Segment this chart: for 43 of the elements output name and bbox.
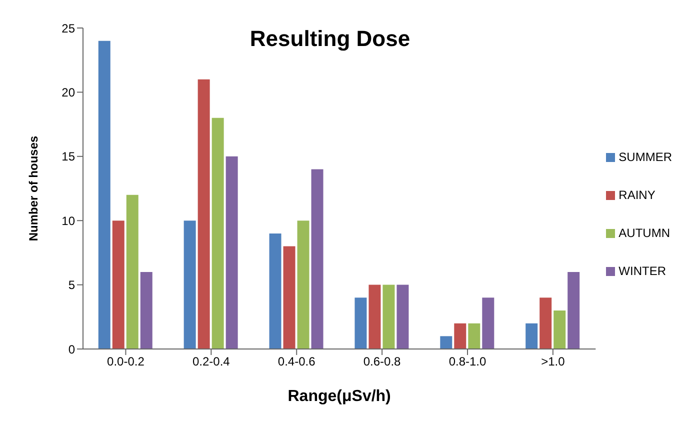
legend-label: SUMMER [618,150,672,164]
bar [98,40,110,349]
bar [526,323,538,349]
bar [382,284,395,349]
x-tick-label: 0.2-0.4 [192,354,230,369]
y-tick-label: 20 [62,85,76,100]
bar [112,220,124,349]
bar [269,233,282,349]
bar [482,298,494,349]
bar [540,298,552,349]
x-tick-label: >1.0 [541,354,566,369]
bar [184,220,196,349]
legend-label: RAINY [618,188,656,202]
bar [396,284,409,349]
y-tick-label: 10 [62,214,76,228]
chart-title: Resulting Dose [250,26,410,51]
x-tick-label: 0.6-0.8 [363,354,402,369]
x-tick-label: 0.8-1.0 [448,354,486,369]
y-tick-label: 0 [68,342,76,356]
bar [212,118,224,349]
bar [140,272,152,349]
y-tick-label: 25 [62,21,76,36]
x-axis-title: Range(μSv/h) [288,388,391,405]
bar [126,194,138,349]
legend-label: AUTUMN [618,226,670,240]
bar [368,284,381,349]
bar [226,156,238,349]
bar [440,336,452,349]
y-tick-label: 5 [68,278,76,292]
bar [554,310,566,349]
bar [468,323,480,349]
bar [568,272,580,349]
bar [297,220,310,349]
bar [198,79,210,349]
y-tick-label: 15 [62,150,76,164]
bar [283,246,296,349]
x-tick-label: 0.0-0.2 [107,354,145,369]
bar [311,169,324,349]
y-axis-title: Number of houses [26,136,40,242]
legend-label: WINTER [618,264,666,278]
bar [454,323,466,349]
x-tick-label: 0.4-0.6 [278,354,316,369]
bar [354,298,367,349]
